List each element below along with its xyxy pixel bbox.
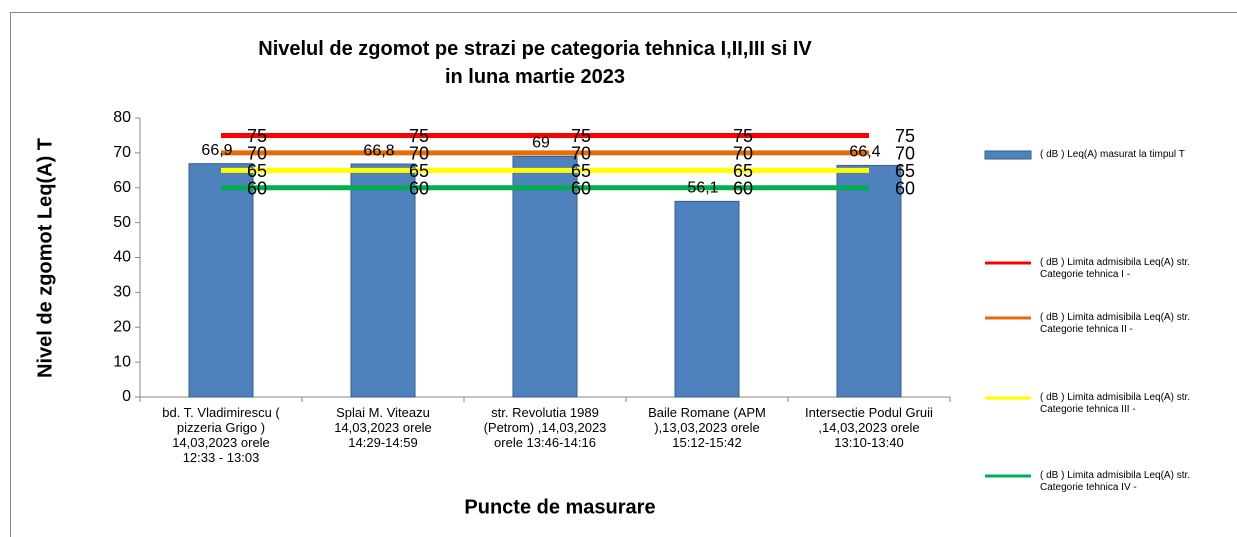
legend-label: ( dB ) Limita admisibila Leq(A) str. Cat… [1040, 312, 1191, 335]
line-value-label: 70 [409, 144, 429, 164]
legend-label: ( dB ) Leq(A) masurat la timpul T [1040, 149, 1185, 160]
y-tick-label: 40 [113, 249, 131, 266]
y-tick-label: 20 [113, 318, 131, 335]
x-tick-label: str. Revolutia 1989 (Petrom) ,14,03,2023… [483, 405, 607, 450]
legend-label: ( dB ) Limita admisibila Leq(A) str. Cat… [1040, 257, 1191, 280]
bar-value-label: 66,8 [363, 142, 394, 159]
x-tick-label: bd. T. Vladimirescu ( pizzeria Grigo ) 1… [162, 405, 280, 465]
line-value-label: 60 [895, 179, 915, 199]
bar-value-label: 66,9 [201, 142, 232, 159]
line-value-label: 60 [409, 179, 429, 199]
legend-label: ( dB ) Limita admisibila Leq(A) str. Cat… [1040, 392, 1191, 415]
y-axis-title: Nivel de zgomot Leq(A) T [34, 138, 56, 378]
line-value-label: 70 [571, 144, 591, 164]
bar [188, 163, 254, 398]
line-value-label: 65 [247, 161, 267, 181]
line-value-label: 65 [409, 161, 429, 181]
y-tick-label: 80 [113, 109, 131, 126]
x-tick-label: Intersectie Podul Gruii ,14,03,2023 orel… [805, 405, 933, 450]
y-tick-label: 10 [113, 353, 131, 370]
line-value-label: 70 [895, 144, 915, 164]
y-tick-label: 50 [113, 214, 131, 231]
bar-value-label: 69 [532, 135, 550, 152]
bar [512, 155, 578, 398]
x-axis-title: Puncte de masurare [464, 496, 655, 518]
line-value-label: 75 [409, 126, 429, 146]
x-tick-label: Splai M. Viteazu 14,03,2023 orele 14:29-… [334, 405, 432, 450]
line-value-label: 70 [247, 144, 267, 164]
chart-title: Nivelul de zgomot pe strazi pe categoria… [258, 38, 812, 88]
y-tick-label: 0 [122, 388, 131, 405]
bar-value-label: 56,1 [687, 180, 718, 197]
y-tick-label: 70 [113, 144, 131, 161]
line-value-label: 60 [733, 179, 753, 199]
bar-value-label: 66,4 [849, 144, 880, 161]
line-value-label: 75 [571, 126, 591, 146]
line-value-label: 60 [247, 179, 267, 199]
legend-swatch [984, 150, 1032, 160]
bar [836, 164, 902, 398]
x-tick-label: Baile Romane (APM ),13,03,2023 orele 15:… [648, 405, 766, 450]
line-value-label: 65 [571, 161, 591, 181]
line-value-label: 65 [733, 161, 753, 181]
line-value-label: 75 [733, 126, 753, 146]
bar [350, 163, 416, 398]
y-tick-label: 30 [113, 284, 131, 301]
legend-label: ( dB ) Limita admisibila Leq(A) str. Cat… [1040, 470, 1191, 493]
line-value-label: 60 [571, 179, 591, 199]
line-value-label: 65 [895, 161, 915, 181]
line-value-label: 75 [895, 126, 915, 146]
line-value-label: 75 [247, 126, 267, 146]
line-value-label: 70 [733, 144, 753, 164]
y-tick-label: 60 [113, 179, 131, 196]
frame [10, 12, 1237, 537]
bar [674, 200, 740, 398]
